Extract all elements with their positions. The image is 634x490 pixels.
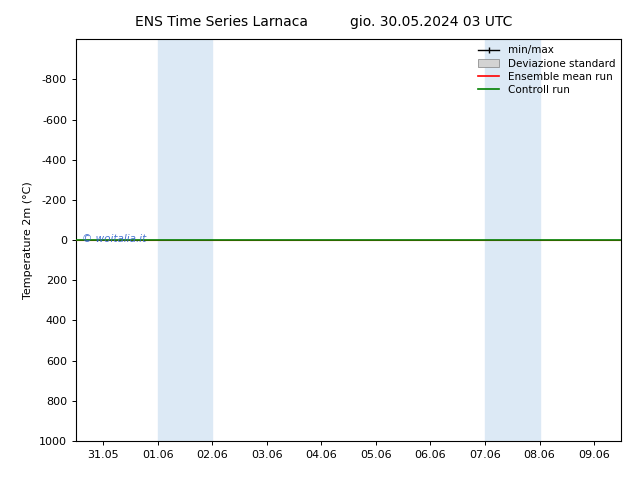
Text: ENS Time Series Larnaca: ENS Time Series Larnaca xyxy=(136,15,308,29)
Text: gio. 30.05.2024 03 UTC: gio. 30.05.2024 03 UTC xyxy=(350,15,512,29)
Text: © woitalia.it: © woitalia.it xyxy=(82,234,146,244)
Y-axis label: Temperature 2m (°C): Temperature 2m (°C) xyxy=(23,181,34,299)
Legend: min/max, Deviazione standard, Ensemble mean run, Controll run: min/max, Deviazione standard, Ensemble m… xyxy=(474,41,619,99)
Bar xyxy=(485,39,540,441)
Bar xyxy=(158,39,212,441)
